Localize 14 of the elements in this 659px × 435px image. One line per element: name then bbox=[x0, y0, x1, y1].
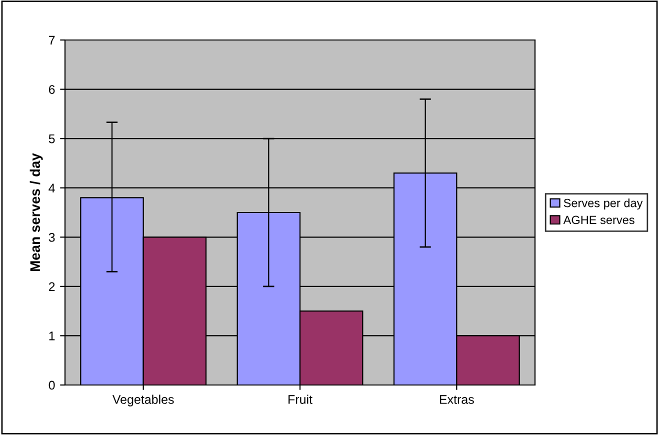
y-tick-label: 5 bbox=[48, 134, 55, 144]
x-tick-label: Extras bbox=[440, 395, 474, 404]
y-tick-label: 0 bbox=[48, 380, 55, 390]
y-tick-label: 1 bbox=[49, 332, 55, 340]
y-tick-label: 3 bbox=[48, 232, 55, 242]
x-tick-label: Fruit bbox=[288, 394, 312, 404]
x-tick-label: Vegetables bbox=[112, 394, 174, 406]
legend-label: AGHE serves bbox=[563, 216, 634, 224]
legend-label: Serves per day bbox=[564, 198, 643, 210]
y-tick-label: 4 bbox=[48, 184, 55, 192]
y-tick-label: 2 bbox=[48, 282, 55, 291]
y-tick-label: 6 bbox=[48, 85, 55, 94]
y-tick-label: 7 bbox=[48, 36, 55, 45]
y-axis-title: Mean serves / day bbox=[30, 153, 43, 272]
